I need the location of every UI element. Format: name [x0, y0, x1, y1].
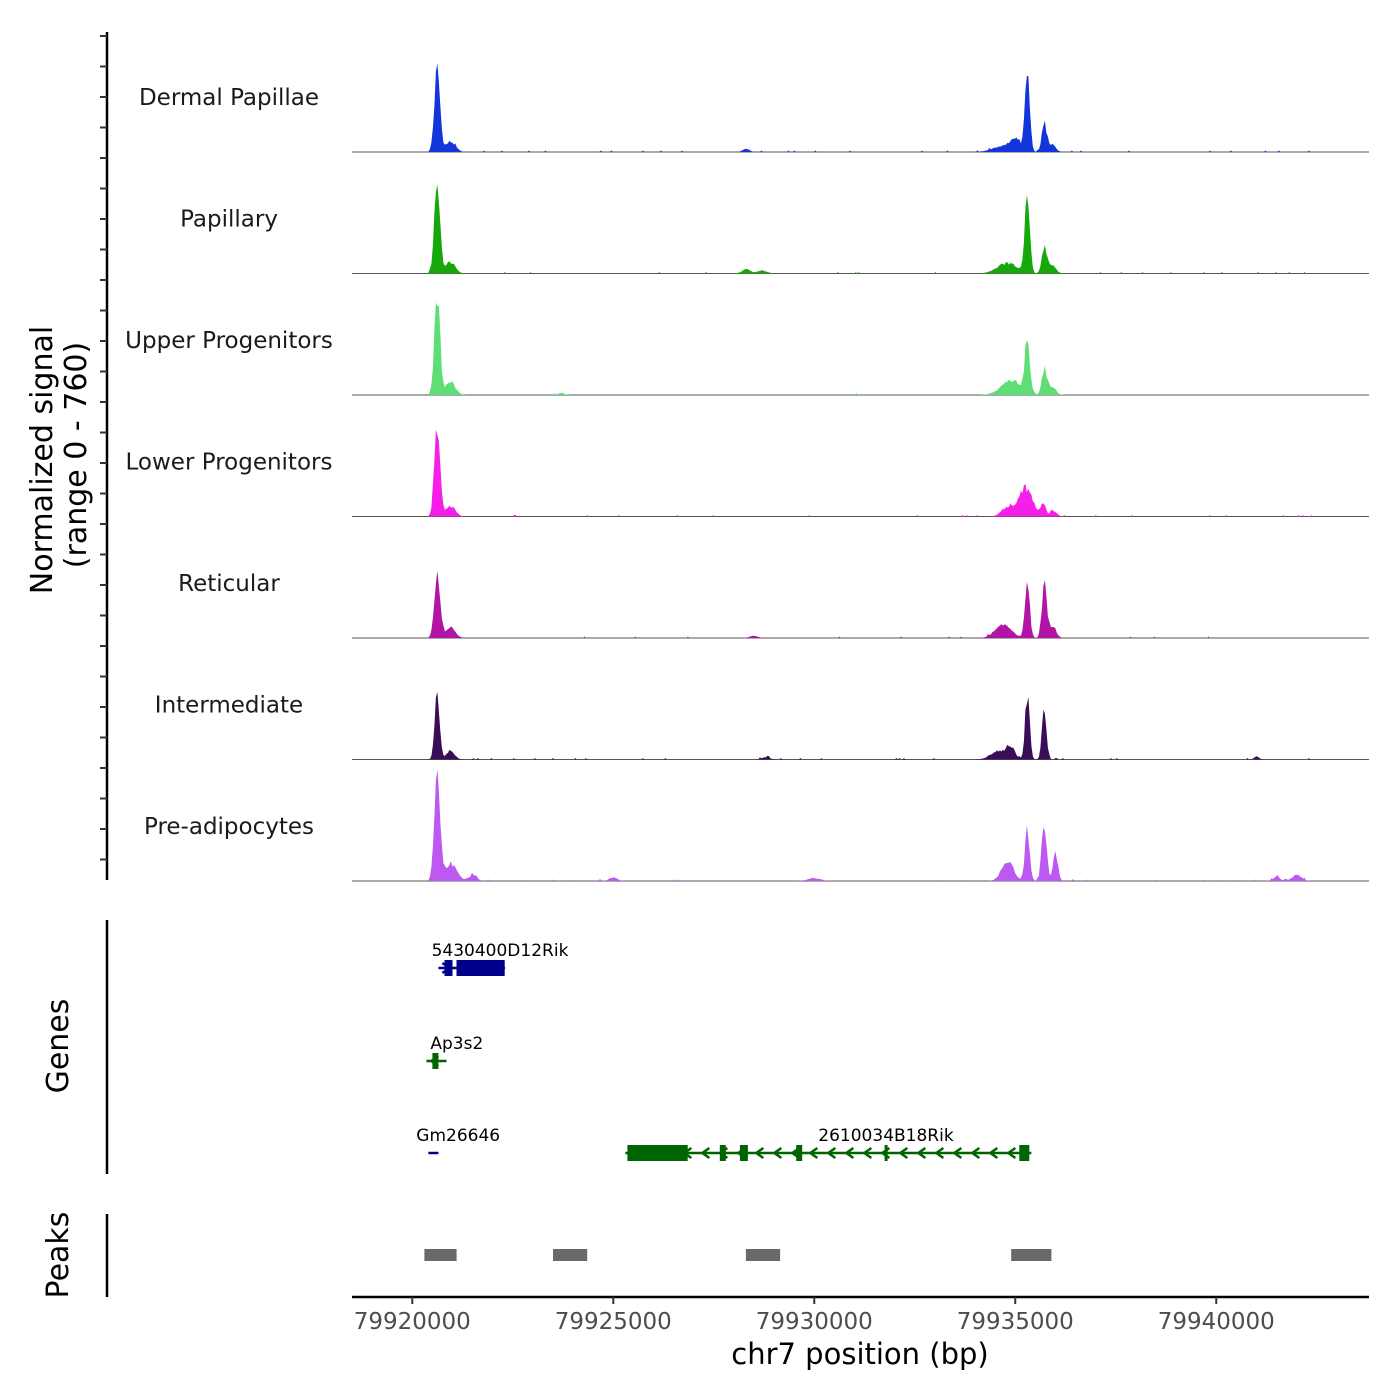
gene-exon — [444, 960, 453, 976]
y-axis-title: Normalized signal (range 0 - 760) — [25, 326, 94, 594]
x-axis-ticks: 79920000 79925000 79930000 79935000 79940000 — [354, 1297, 1275, 1335]
x-tick-label: 79930000 — [756, 1309, 873, 1335]
track-dermal-papillae: Dermal Papillae — [139, 63, 1369, 153]
track-papillary: Papillary — [180, 184, 1369, 274]
coverage-y-ticks — [100, 35, 107, 861]
coverage-area — [428, 429, 1313, 517]
gene-label: 2610034B18Rik — [818, 1126, 954, 1146]
x-tick-label: 79920000 — [354, 1309, 471, 1335]
coverage-area — [428, 691, 1313, 760]
y-axis-title-line2: (range 0 - 760) — [59, 342, 94, 568]
gene-exon — [884, 1145, 888, 1161]
gene-exon — [1019, 1145, 1030, 1161]
x-tick-label: 79940000 — [1158, 1309, 1275, 1335]
gene-label: Gm26646 — [416, 1126, 500, 1146]
track-label: Dermal Papillae — [139, 85, 319, 111]
track-label: Lower Progenitors — [126, 450, 333, 476]
genes-track: 5430400D12Rik Ap3s2 Gm26646 2610034B18Rik — [416, 941, 1032, 1161]
strand-arrow — [934, 1146, 945, 1160]
coverage-area — [428, 302, 1313, 395]
gene-exon — [796, 1145, 803, 1161]
strand-arrow — [808, 1146, 819, 1160]
track-label: Pre-adipocytes — [144, 814, 314, 840]
coverage-area — [428, 63, 1313, 152]
track-label: Papillary — [180, 207, 278, 233]
gene-2610034b18rik: 2610034B18Rik — [625, 1126, 1032, 1161]
gene-gm26646: Gm26646 — [416, 1126, 500, 1155]
peak-region — [553, 1249, 588, 1261]
strand-arrow — [1006, 1146, 1017, 1160]
strand-arrow — [916, 1146, 927, 1160]
strand-arrow — [754, 1146, 765, 1160]
gene-ap3s2: Ap3s2 — [426, 1034, 483, 1069]
strand-arrow — [988, 1146, 999, 1160]
track-label: Intermediate — [155, 693, 303, 719]
gene-5430400d12rik: 5430400D12Rik — [432, 941, 569, 976]
peak-region — [424, 1249, 457, 1261]
strand-arrow — [826, 1146, 837, 1160]
gene-label: 5430400D12Rik — [432, 941, 569, 961]
gene-exon — [739, 1145, 748, 1161]
strand-arrow — [700, 1146, 711, 1160]
coverage-area — [428, 769, 1313, 881]
peak-region — [745, 1249, 781, 1261]
gene-label: Ap3s2 — [430, 1034, 483, 1054]
strand-arrow — [952, 1146, 963, 1160]
coverage-area — [428, 570, 1313, 638]
gene-exon — [456, 960, 505, 976]
track-intermediate: Intermediate — [155, 691, 1369, 760]
track-pre-adipocytes: Pre-adipocytes — [144, 769, 1369, 882]
track-lower-progenitors: Lower Progenitors — [126, 429, 1369, 517]
peaks-track — [424, 1249, 1052, 1261]
track-upper-progenitors: Upper Progenitors — [125, 302, 1369, 396]
track-label: Upper Progenitors — [125, 328, 333, 354]
gene-exon — [432, 1053, 439, 1069]
gene-exon — [719, 1145, 726, 1161]
x-tick-label: 79925000 — [555, 1309, 672, 1335]
track-reticular: Reticular — [178, 570, 1369, 639]
coverage-tracks: Dermal Papillae Papillary Upper Progenitor… — [125, 63, 1369, 882]
strand-arrow — [970, 1146, 981, 1160]
x-axis-title: chr7 position (bp) — [731, 1337, 988, 1371]
gene-exon — [627, 1145, 688, 1161]
strand-arrow — [844, 1146, 855, 1160]
genes-panel-title: Genes — [41, 999, 76, 1094]
y-axis-title-line1: Normalized signal — [25, 326, 60, 594]
strand-arrow — [898, 1146, 909, 1160]
peak-region — [1011, 1249, 1052, 1261]
coverage-area — [428, 184, 1313, 274]
strand-arrow — [772, 1146, 783, 1160]
peaks-panel-title: Peaks — [41, 1212, 76, 1299]
strand-arrow — [862, 1146, 873, 1160]
x-tick-label: 79935000 — [957, 1309, 1074, 1335]
track-label: Reticular — [178, 571, 280, 597]
